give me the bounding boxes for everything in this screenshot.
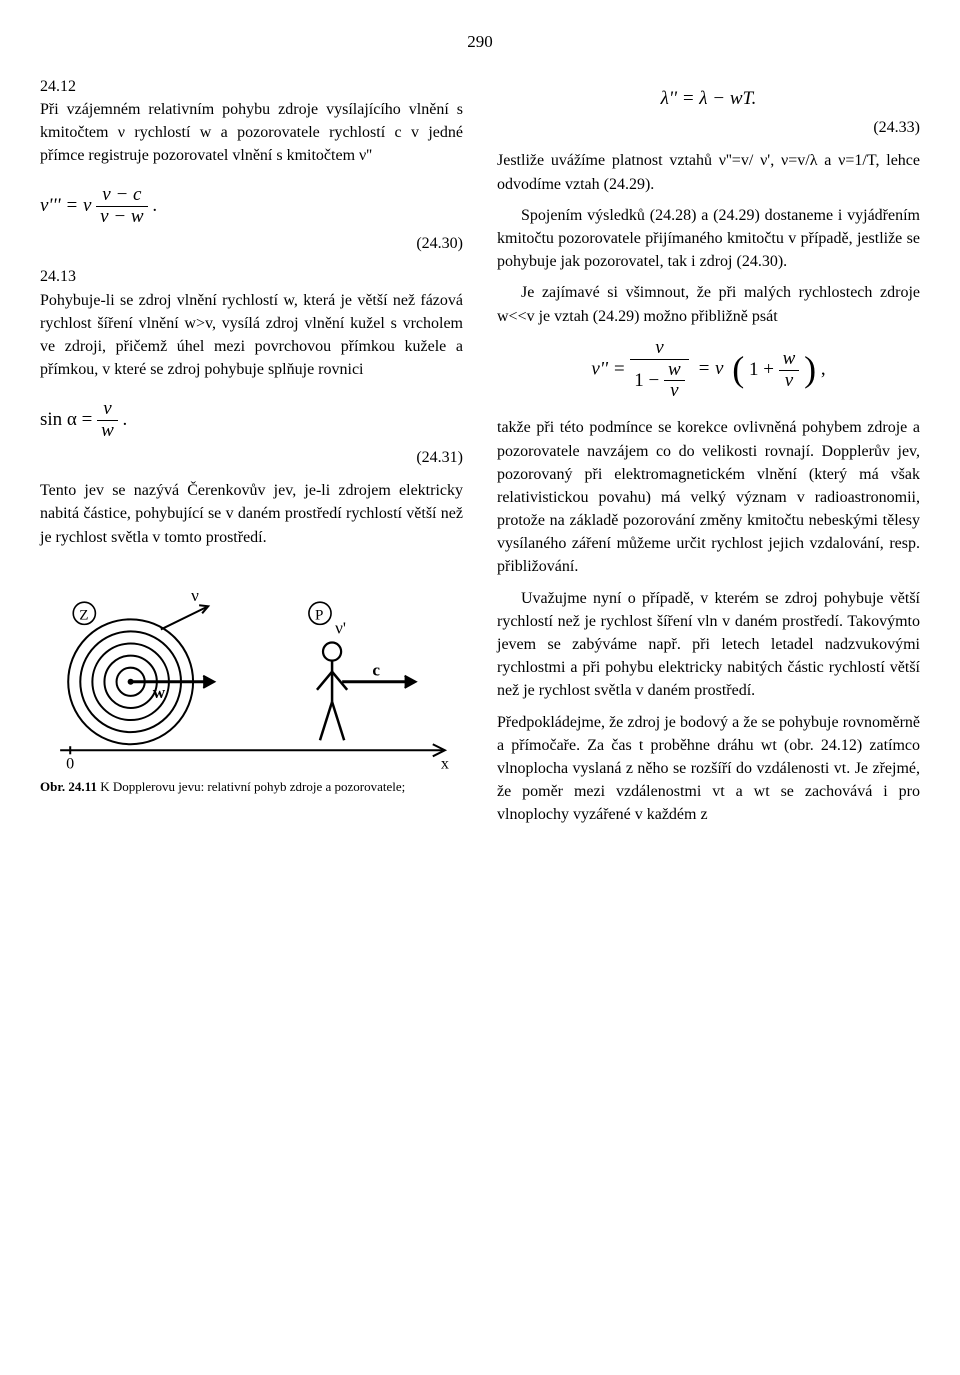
left-paren-icon: ( — [732, 357, 744, 382]
equation-nu-approx: ν'' = ν 1 − w v = ν ( 1 + w v — [497, 338, 920, 403]
eq-rhs-pre: = ν — [697, 358, 723, 379]
eq-mid-den-pre: 1 − — [634, 369, 659, 390]
right-para-1: Jestliže uvážíme platnost vztahů ν''=v/ … — [497, 149, 920, 195]
section-number: 24.12 — [40, 78, 76, 95]
eq-rhs-inner-pre: 1 + — [749, 358, 774, 379]
equation-24-30-label-row: (24.30) — [40, 232, 463, 255]
eq-lhs: ν''' = ν — [40, 195, 91, 216]
eq-fraction: v w — [97, 399, 118, 442]
equation-24-31-label-row: (24.31) — [40, 446, 463, 469]
equation-number-24-33: (24.33) — [867, 116, 920, 139]
right-para-2: Spojením výsledků (24.28) a (24.29) dost… — [497, 204, 920, 274]
figure-caption-number: Obr. 24.11 — [40, 779, 97, 794]
eq-numerator: v — [97, 399, 118, 421]
eq-frac-middle: ν 1 − w v — [630, 338, 688, 403]
eq-rhs-frac-num: w — [779, 349, 800, 371]
c-arrow-head — [405, 676, 416, 688]
right-para-6: Předpokládejme, že zdroj je bodový a že … — [497, 711, 920, 827]
eq-mid-den-frac: w v — [664, 360, 685, 403]
equation-24-31: sin α = v w . — [40, 399, 127, 442]
eq-tail: , — [821, 358, 826, 379]
nu-arrow — [161, 607, 206, 629]
section-text: Při vzájemném relativním pohybu zdroje v… — [40, 101, 463, 164]
person-arm-left — [317, 672, 332, 690]
right-paren-icon: ) — [804, 357, 816, 382]
w-arrow-head — [203, 676, 214, 688]
eq-rhs-frac-den: v — [779, 371, 800, 392]
section-number: 24.13 — [40, 268, 76, 285]
section-24-13: 24.13 Pohybuje-li se zdroj vlnění rychlo… — [40, 265, 463, 381]
eq-numerator: v − c — [96, 185, 147, 207]
equation-24-33: λ'' = λ − wT. — [497, 85, 920, 113]
person-leg-left — [320, 702, 332, 740]
cherenkov-paragraph: Tento jev se nazývá Čerenkovův jev, je-l… — [40, 479, 463, 549]
c-label: c — [372, 661, 380, 680]
eq-denominator: w — [97, 421, 118, 442]
right-para-3: Je zajímavé si všimnout, že při malých r… — [497, 281, 920, 327]
nuprime-label: ν' — [335, 618, 346, 637]
equation-24-30-row: ν''' = ν v − c v − w . — [40, 175, 463, 232]
left-column: 24.12 Při vzájemném relativním pohybu zd… — [40, 75, 463, 835]
eq-lhs: sin α = — [40, 409, 92, 430]
w-label: w — [153, 683, 166, 702]
figure-caption: Obr. 24.11 K Dopplerovu jevu: relativní … — [40, 778, 463, 797]
eq-mid-num: ν — [630, 338, 688, 360]
eq-mid-den: 1 − w v — [630, 360, 688, 403]
eq-mid-den-frac-num: w — [664, 360, 685, 382]
eq-rhs-inner: 1 + w v — [749, 349, 799, 392]
right-column: λ'' = λ − wT. (24.33) Jestliže uvážíme p… — [497, 75, 920, 835]
eq-mid-den-frac-den: v — [664, 381, 685, 402]
eq-tail: . — [123, 409, 128, 430]
right-para-5: Uvažujme nyní o případě, v kterém se zdr… — [497, 587, 920, 703]
equation-number-24-31: (24.31) — [410, 446, 463, 469]
equation-24-31-row: sin α = v w . — [40, 389, 463, 446]
right-para-4: takže při této podmínce se korekce ovliv… — [497, 416, 920, 578]
page-number: 290 — [40, 30, 920, 55]
section-text: Pohybuje-li se zdroj vlnění rychlostí w,… — [40, 292, 463, 379]
z-label: Z — [79, 607, 88, 623]
equation-24-33-label-row: (24.33) — [497, 116, 920, 139]
eq-rhs-frac: w v — [779, 349, 800, 392]
figure-caption-text: K Dopplerovu jevu: relativní pohyb zdroj… — [97, 779, 405, 794]
equation-24-30: ν''' = ν v − c v − w . — [40, 185, 157, 228]
eq-denominator: v − w — [96, 207, 147, 228]
origin-label: 0 — [66, 755, 74, 772]
eq-lhs: ν'' = — [591, 358, 625, 379]
eq-tail: . — [152, 195, 157, 216]
two-column-layout: 24.12 Při vzájemném relativním pohybu zd… — [40, 75, 920, 835]
x-label: x — [441, 755, 449, 772]
eq-fraction: v − c v − w — [96, 185, 147, 228]
person-head — [323, 642, 341, 660]
equation-number-24-30: (24.30) — [410, 232, 463, 255]
doppler-figure-svg: 0 x Z ν w — [40, 571, 463, 772]
nu-label: ν — [191, 586, 199, 605]
figure-24-11: 0 x Z ν w — [40, 571, 463, 797]
p-label: P — [315, 607, 323, 623]
person-leg-right — [332, 702, 344, 740]
section-24-12: 24.12 Při vzájemném relativním pohybu zd… — [40, 75, 463, 168]
